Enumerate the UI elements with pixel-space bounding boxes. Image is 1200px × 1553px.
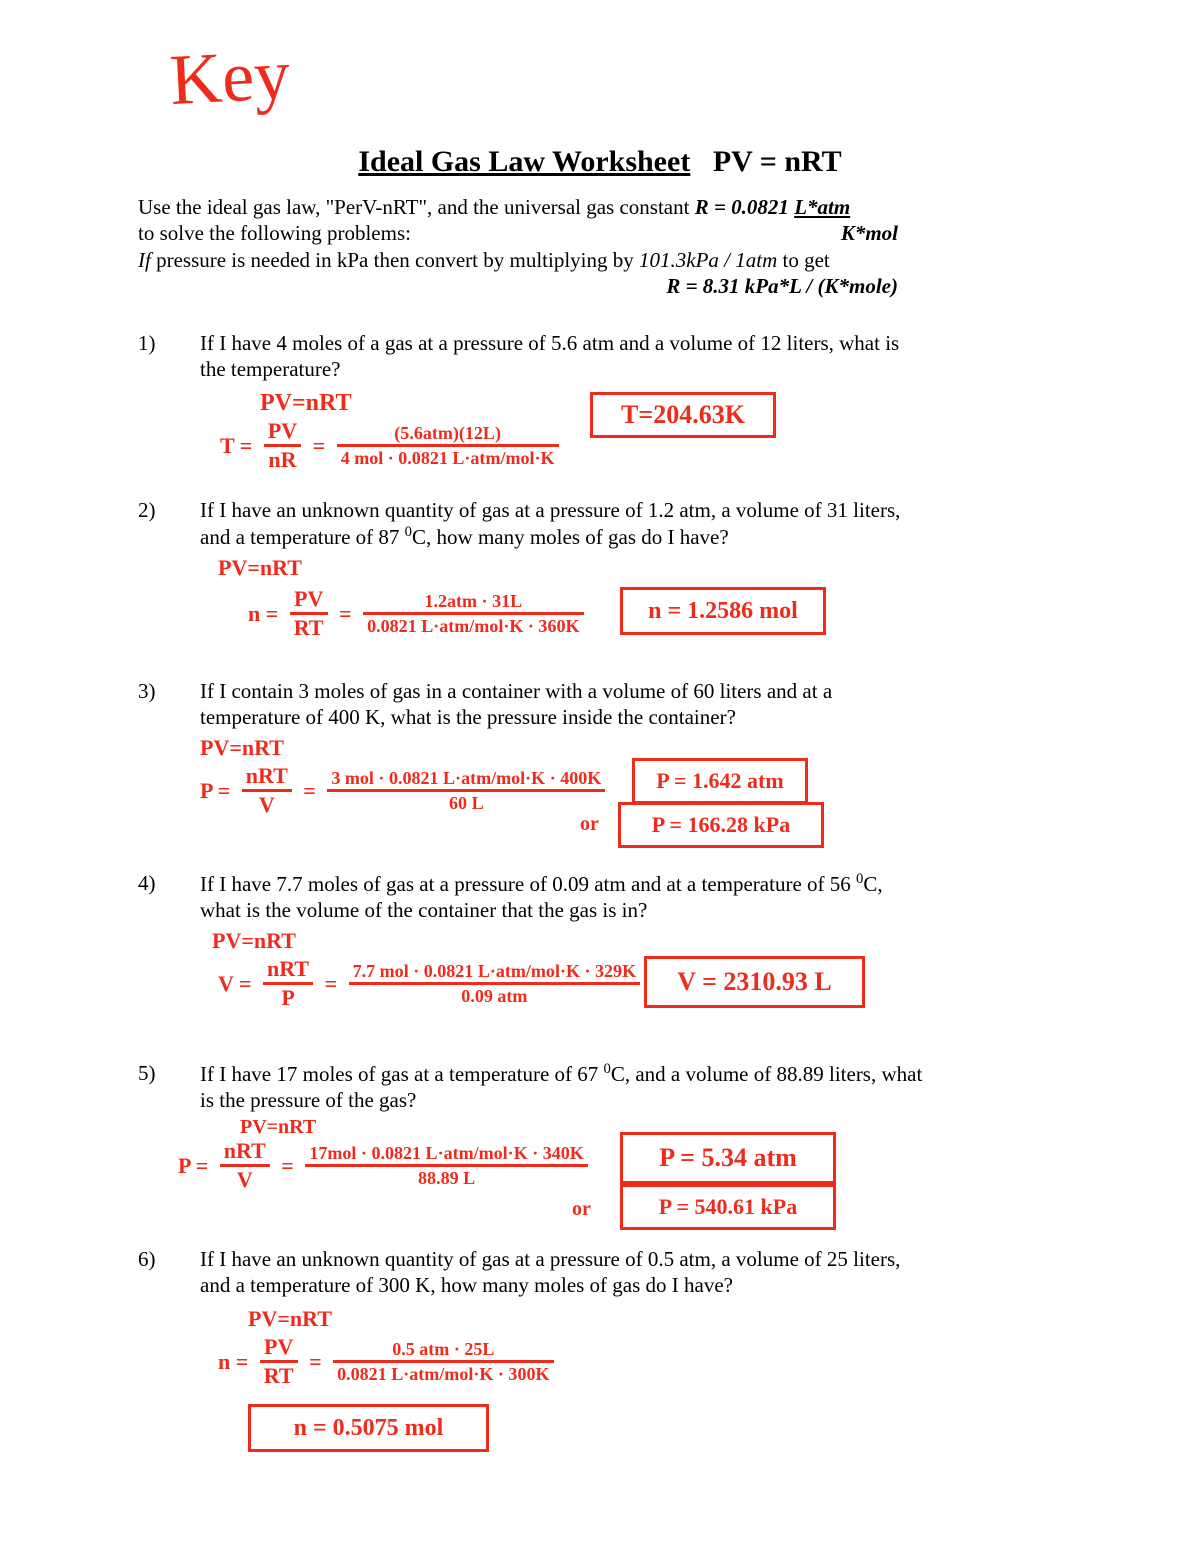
intro-text3: pressure is needed in kPa then convert b… <box>151 248 639 272</box>
question-text: If I have an unknown quantity of gas at … <box>200 1246 928 1299</box>
work-law: PV=nRT <box>248 1306 332 1332</box>
work-equation: P = nRTV = 3 mol · 0.0821 L·atm/mol·K · … <box>200 765 605 816</box>
key-handwritten: Key <box>168 33 292 122</box>
intro-r2: R = 8.31 kPa*L / (K*mole) <box>666 274 898 298</box>
question-text: If I have 4 moles of a gas at a pressure… <box>200 330 928 383</box>
question-number: 6) <box>138 1246 156 1272</box>
intro-const: R = 0.0821 <box>695 195 794 219</box>
work-law: PV=nRT <box>200 735 284 761</box>
answer-box: P = 5.34 atm <box>620 1132 836 1184</box>
question-text: If I have an unknown quantity of gas at … <box>200 497 928 551</box>
worksheet-page: Key Ideal Gas Law Worksheet PV = nRT Use… <box>0 0 1200 1553</box>
question-number: 2) <box>138 497 156 523</box>
question-text: If I have 7.7 moles of gas at a pressure… <box>200 870 928 924</box>
or-label: or <box>580 813 599 836</box>
intro-unit-top: L*atm <box>794 195 850 219</box>
intro-conv: 101.3kPa / 1atm <box>639 248 777 272</box>
intro-text: Use the ideal gas law, "PerV-nRT", and t… <box>138 195 695 219</box>
work-equation: T = PVnR = (5.6atm)(12L)4 mol · 0.0821 L… <box>220 420 559 471</box>
intro-text2: to solve the following problems: <box>138 220 411 246</box>
answer-box: P = 1.642 atm <box>632 758 808 804</box>
question-text: If I have 17 moles of gas at a temperatu… <box>200 1060 928 1114</box>
question-number: 1) <box>138 330 156 356</box>
work-law: PV=nRT <box>212 928 296 954</box>
work-law: PV=nRT <box>260 390 352 417</box>
answer-box: P = 166.28 kPa <box>618 802 824 848</box>
work-equation: V = nRTP = 7.7 mol · 0.0821 L·atm/mol·K … <box>218 958 640 1009</box>
page-title: Ideal Gas Law Worksheet PV = nRT <box>0 145 1200 179</box>
or-label: or <box>572 1198 591 1221</box>
answer-box: n = 1.2586 mol <box>620 587 826 635</box>
work-equation: P = nRTV = 17mol · 0.0821 L·atm/mol·K · … <box>178 1140 588 1191</box>
question-number: 3) <box>138 678 156 704</box>
intro-text4: to get <box>777 248 830 272</box>
intro-if: If <box>138 248 151 272</box>
intro-paragraph: Use the ideal gas law, "PerV-nRT", and t… <box>138 194 928 299</box>
answer-box: V = 2310.93 L <box>644 956 865 1008</box>
work-law: PV=nRT <box>240 1116 316 1139</box>
question-number: 4) <box>138 870 156 896</box>
work-law: PV=nRT <box>218 555 302 581</box>
work-equation: n = PVRT = 0.5 atm · 25L0.0821 L·atm/mol… <box>218 1336 554 1387</box>
question-text: If I contain 3 moles of gas in a contain… <box>200 678 928 731</box>
answer-box: P = 540.61 kPa <box>620 1184 836 1230</box>
work-equation: n = PVRT = 1.2atm · 31L0.0821 L·atm/mol·… <box>248 588 584 639</box>
answer-box: n = 0.5075 mol <box>248 1404 489 1452</box>
title-underlined: Ideal Gas Law Worksheet <box>358 145 690 178</box>
answer-box: T=204.63K <box>590 392 776 438</box>
intro-unit-bot: K*mol <box>841 221 898 245</box>
question-number: 5) <box>138 1060 156 1086</box>
title-equation: PV = nRT <box>713 145 842 178</box>
